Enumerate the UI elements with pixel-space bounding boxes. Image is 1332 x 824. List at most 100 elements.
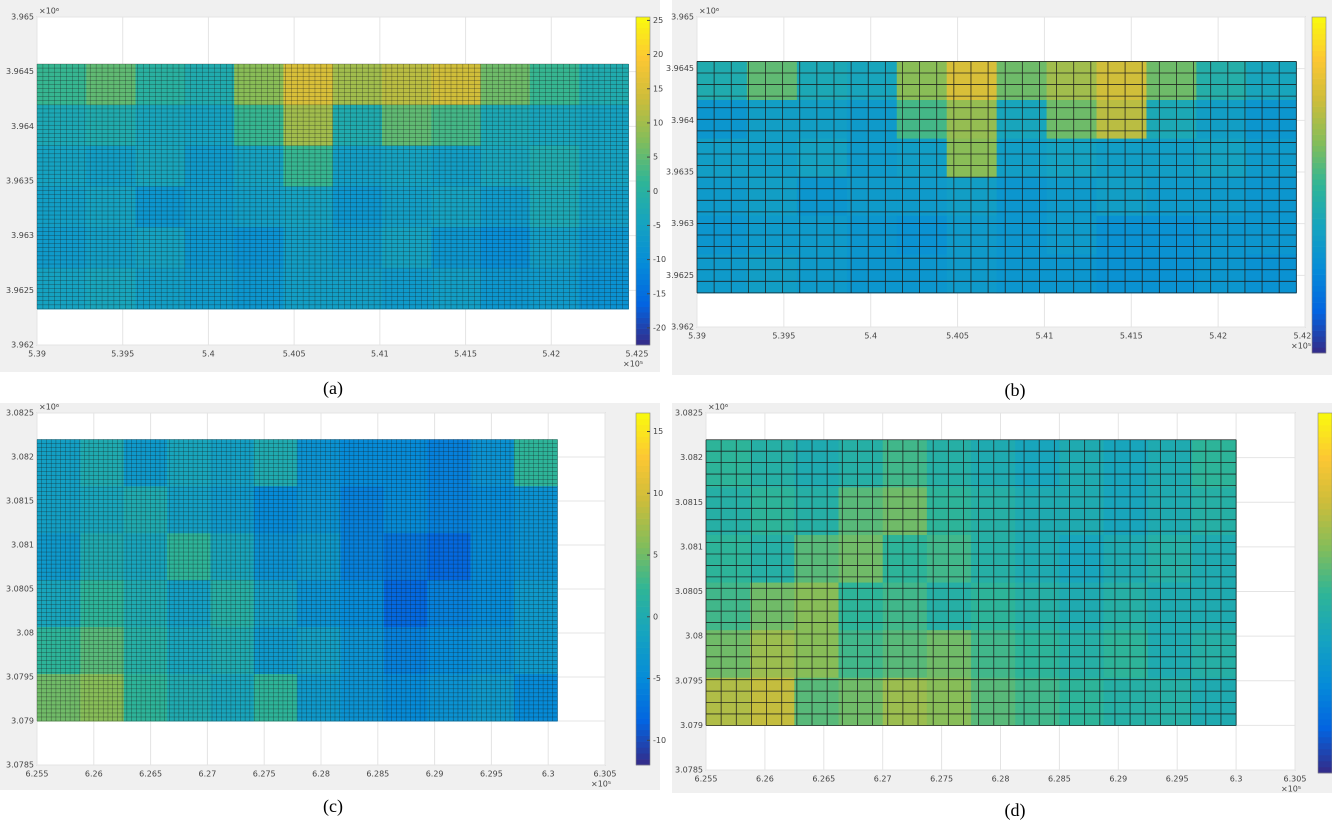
colorbar-step (1312, 341, 1326, 348)
heatmap-cell (1146, 138, 1197, 178)
colorbar-step (1318, 599, 1332, 606)
colorbar-step (636, 483, 650, 490)
colorbar-tick-label: -20 (653, 323, 666, 332)
colorbar-step (636, 273, 650, 280)
colorbar-step (1318, 557, 1332, 564)
colorbar-step (1312, 213, 1326, 219)
heatmap-cell (529, 104, 580, 147)
y-tick-label: 3.0795 (675, 676, 703, 685)
x-tick-label: 6.27 (874, 775, 892, 784)
heatmap-cell (1191, 630, 1237, 679)
colorbar-step (636, 49, 650, 56)
colorbar-step (636, 170, 650, 176)
x-tick-label: 6.26 (85, 770, 103, 779)
colorbar-step (636, 477, 650, 484)
heatmap-cell (882, 582, 928, 631)
heatmap-cell (427, 486, 472, 534)
heatmap-cell (1196, 254, 1247, 294)
y-tick-label: 3.081 (11, 541, 34, 550)
colorbar-step (636, 148, 650, 154)
colorbar-step (1312, 291, 1326, 298)
colorbar-step (636, 753, 650, 760)
colorbar-step (1318, 419, 1332, 426)
colorbar-step (636, 323, 650, 329)
colorbar-step (636, 263, 650, 269)
heatmap-cell (470, 486, 515, 534)
y-tick-label: 3.079 (680, 721, 703, 730)
colorbar-step (1312, 157, 1326, 163)
colorbar-step (636, 181, 650, 187)
x-tick-label: 5.39 (28, 350, 46, 359)
colorbar-step (1312, 28, 1326, 35)
heatmap-cell (332, 104, 383, 147)
heatmap-cell (838, 582, 884, 631)
y-exponent: ×10⁶ (39, 403, 59, 412)
heatmap-cell (1191, 487, 1237, 536)
colorbar-step (1318, 545, 1332, 552)
heatmap-cell (80, 486, 125, 534)
heatmap-cell (1015, 534, 1060, 584)
heatmap-cell (427, 674, 472, 722)
heatmap-cell (37, 533, 81, 581)
colorbar-step (1318, 743, 1332, 750)
x-tick-label: 5.395 (772, 332, 795, 341)
colorbar-step (1312, 56, 1326, 63)
heatmap-cell (882, 439, 928, 488)
heatmap-cell (838, 534, 884, 584)
heatmap-cell (253, 533, 298, 581)
y-tick-label: 3.079 (11, 717, 34, 726)
colorbar-step (636, 328, 650, 335)
heatmap-cell (1196, 177, 1247, 217)
colorbar-step (636, 424, 650, 431)
x-exponent: ×10⁵ (623, 360, 643, 369)
colorbar-step (636, 27, 650, 34)
x-tick-label: 5.4 (864, 332, 877, 341)
heatmap-cell (697, 254, 748, 294)
colorbar-step (1312, 151, 1326, 158)
colorbar-step (1312, 67, 1326, 74)
heatmap-cell (746, 177, 798, 217)
x-tick-label: 5.42 (542, 350, 560, 359)
colorbar-step (1318, 647, 1332, 654)
colorbar-step (636, 583, 650, 590)
heatmap-cell (750, 582, 795, 631)
heatmap-cell (1015, 582, 1060, 631)
colorbar-step (1318, 551, 1332, 558)
colorbar-step (636, 213, 650, 220)
x-tick-label: 6.275 (253, 770, 276, 779)
heatmap-cell (1196, 61, 1247, 101)
colorbar-step (636, 454, 650, 461)
heatmap-cell (946, 254, 998, 294)
heatmap-cell (1059, 677, 1105, 726)
heatmap-cell (1147, 534, 1193, 584)
colorbar-step (1312, 89, 1326, 96)
y-tick-label: 3.965 (11, 13, 34, 22)
colorbar-step (1312, 95, 1326, 102)
heatmap-cell (340, 674, 385, 722)
heatmap-cell (210, 627, 255, 675)
heatmap-cell (480, 104, 531, 147)
colorbar-step (1318, 653, 1332, 660)
heatmap-cell (1059, 630, 1105, 679)
colorbar-tick-label: 0 (653, 612, 658, 621)
heatmap-cell (86, 104, 137, 147)
colorbar-step (1318, 581, 1332, 588)
colorbar-step (636, 600, 650, 607)
heatmap-cell (1103, 677, 1149, 726)
heatmap-cell (796, 138, 848, 178)
colorbar-step (636, 723, 650, 731)
heatmap-cell (946, 177, 998, 217)
colorbar-step (1318, 719, 1332, 726)
heatmap-cell (896, 254, 948, 294)
colorbar-step (1318, 677, 1332, 684)
colorbar-step (636, 224, 650, 231)
colorbar-step (1312, 190, 1326, 197)
colorbar-step (1318, 731, 1332, 738)
heatmap-cell (794, 630, 840, 679)
panel: 5.39 5.395 5.4 5.405 5.41 5.415 5.42 5.425 3.962… (666, 0, 1332, 401)
heatmap-cell (838, 630, 884, 679)
colorbar-step (636, 60, 650, 67)
colorbar-step (1318, 563, 1332, 570)
colorbar-step (1312, 285, 1326, 292)
y-tick-label: 3.0805 (675, 587, 703, 596)
